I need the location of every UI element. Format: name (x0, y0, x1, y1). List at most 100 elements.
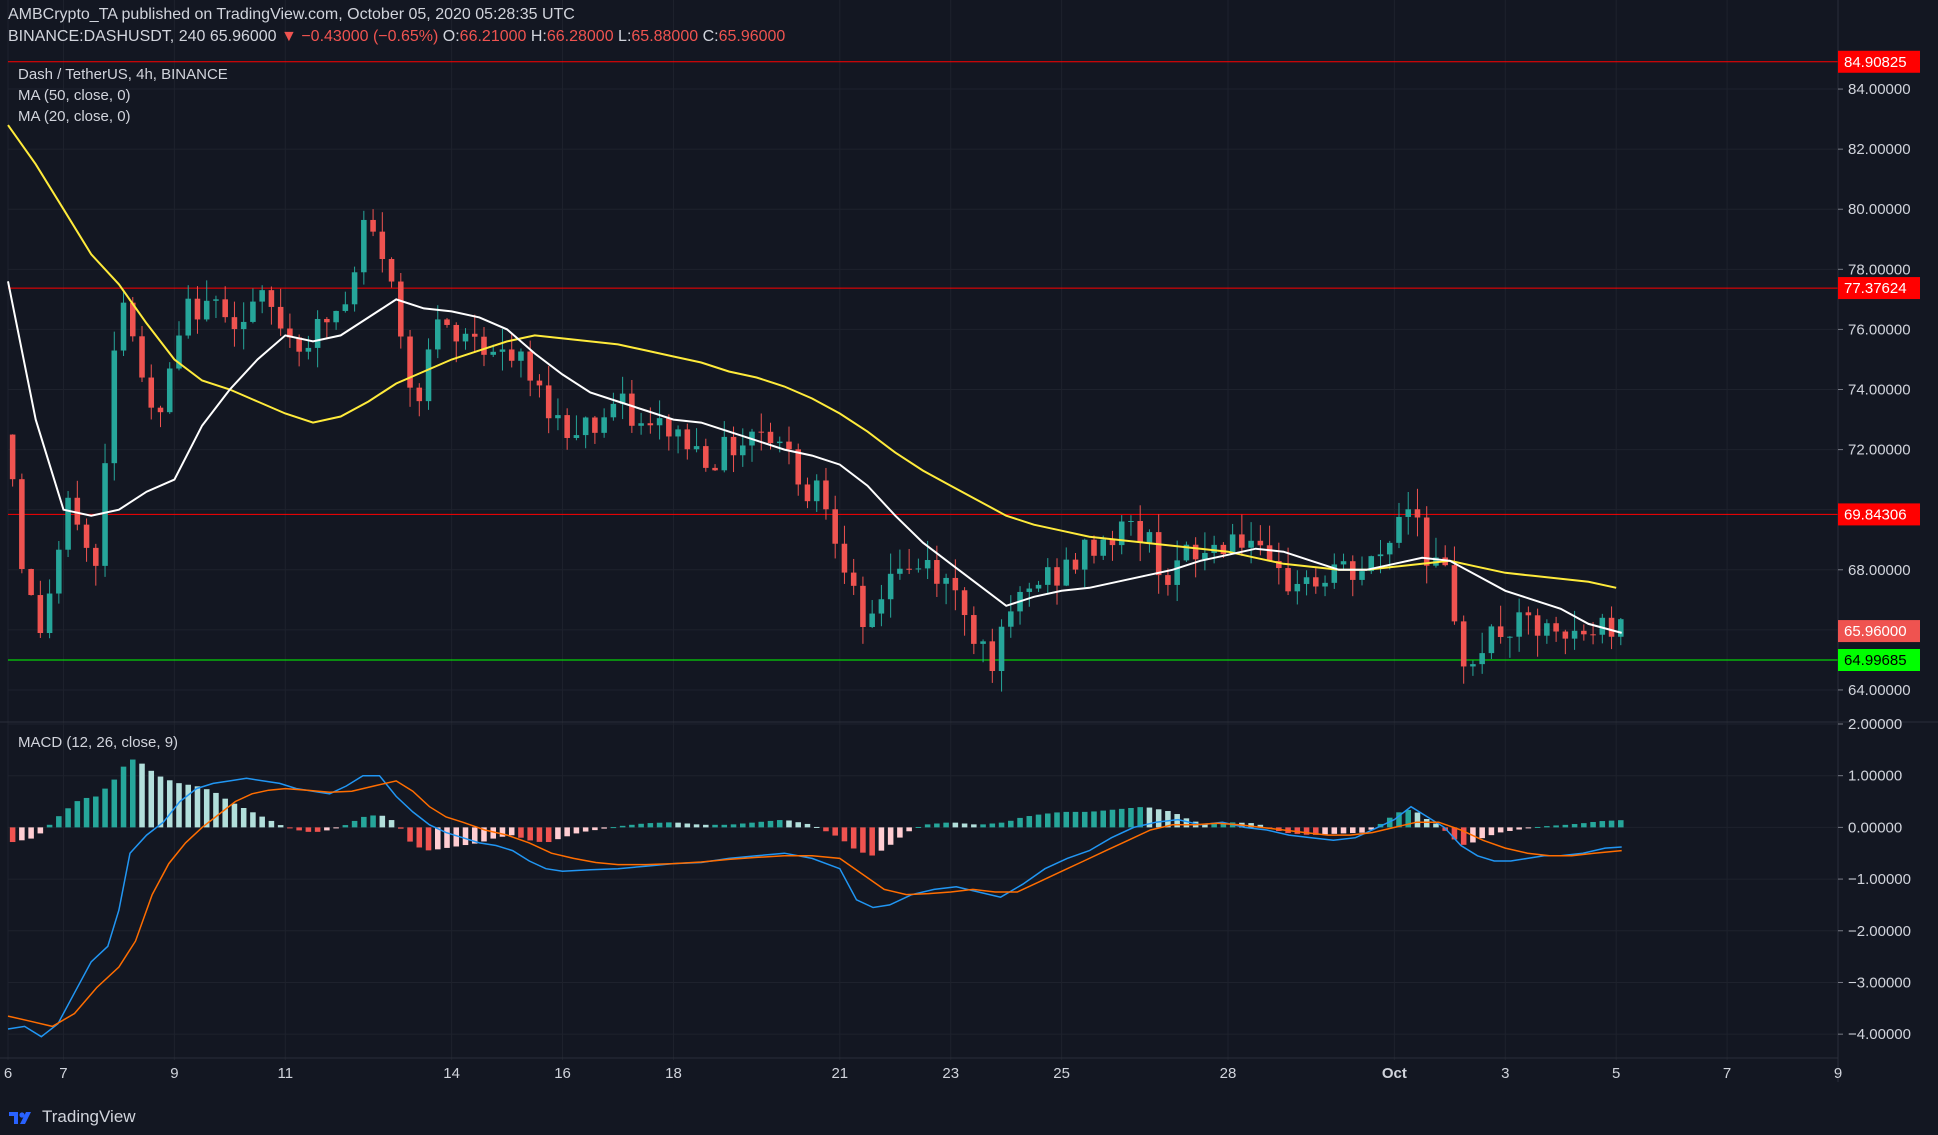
macd-legend[interactable]: MACD (12, 26, close, 9) (18, 734, 179, 751)
time-tick-label: 6 (4, 1065, 12, 1082)
macd-histogram-bar (601, 827, 607, 829)
candle-body (1386, 542, 1393, 555)
candle-body (46, 593, 53, 634)
candle-body (1026, 588, 1033, 592)
macd-histogram-bar (1146, 807, 1153, 828)
macd-histogram-bar (1423, 818, 1430, 828)
open-value: 66.21000 (459, 28, 527, 45)
brand-name: TradingView (42, 1107, 136, 1126)
candle-body (545, 385, 552, 419)
macd-histogram-bar (629, 824, 635, 828)
candle-body (130, 302, 136, 337)
candle-body (684, 429, 691, 450)
macd-histogram-bar (712, 824, 718, 828)
candle-body (656, 418, 663, 426)
macd-histogram-bar (1562, 824, 1569, 828)
macd-histogram-bar (65, 808, 71, 828)
candle-body (1239, 534, 1245, 548)
candle-body (194, 298, 201, 320)
candle-body (1479, 653, 1485, 665)
price-tick-label: 68.00000 (1848, 562, 1911, 579)
macd-histogram-bar (37, 827, 44, 834)
candle-body (1211, 544, 1217, 553)
footer-brand[interactable]: TradingView (8, 1107, 136, 1127)
candle-body (305, 347, 312, 352)
macd-histogram-bar (1118, 808, 1125, 828)
macd-tick-label: −3.00000 (1848, 974, 1911, 991)
candle-body (1368, 556, 1375, 572)
candle-body (9, 434, 16, 480)
candle-body (666, 418, 672, 437)
macd-histogram-bar (1128, 808, 1134, 828)
close-label: C: (702, 28, 719, 45)
macd-histogram-bar (841, 827, 848, 842)
candle-body (961, 590, 968, 616)
macd-histogram-bar (361, 816, 367, 828)
candle-body (804, 484, 811, 502)
macd-histogram-bar (1525, 827, 1532, 829)
macd-histogram-bar (1137, 807, 1143, 828)
candle-body (1202, 552, 1208, 560)
candle-body (998, 626, 1005, 672)
macd-histogram-bar (1451, 827, 1458, 840)
candle-body (1322, 582, 1328, 587)
time-axis: 6 7 9 11 14 16 18 21 23 25 28 Oct 3 5 7 9 (0, 1057, 1842, 1082)
macd-tick-label: −2.00000 (1848, 923, 1911, 940)
macd-histogram-bar (647, 823, 654, 828)
macd-tick-label: 2.00000 (1848, 716, 1902, 733)
time-tick-label: 11 (277, 1065, 293, 1082)
time-tick-label: 7 (59, 1065, 67, 1082)
candle-body (19, 479, 25, 569)
ma20-legend[interactable]: MA (20, close, 0) (18, 108, 131, 125)
candle-body (629, 393, 635, 426)
time-tick-label: 9 (1834, 1065, 1842, 1082)
macd-histogram-bar (592, 827, 598, 831)
time-tick-label: 9 (170, 1065, 178, 1082)
macd-histogram-bar (296, 827, 302, 831)
ma50-legend[interactable]: MA (50, close, 0) (18, 87, 131, 104)
macd-histogram-bar (157, 776, 164, 828)
candle-body (157, 407, 164, 413)
horizontal-levels (8, 61, 1838, 661)
level-tag: 77.37624 (1844, 280, 1907, 297)
candle-body (897, 568, 903, 574)
macd-tick-label: 1.00000 (1848, 768, 1902, 785)
symbol-legend[interactable]: Dash / TetherUS, 4h, BINANCE (18, 66, 228, 83)
signal-line (7, 780, 1622, 1028)
candle-body (1618, 619, 1624, 637)
last-price: 65.96000 (209, 28, 277, 45)
macd-histogram-bar (693, 824, 700, 828)
grid (7, 0, 1839, 1060)
candle-body (398, 281, 404, 337)
level-tag-bg (1838, 649, 1920, 672)
macd-histogram-bar (416, 827, 423, 848)
candle-body (185, 298, 191, 336)
candle-body (287, 328, 293, 338)
macd-histogram-bar (795, 822, 801, 828)
macd-histogram-bar (1063, 811, 1070, 828)
macd-histogram-bar (776, 820, 783, 828)
macd-histogram-bar (28, 827, 34, 839)
macd-histogram-bar (508, 827, 515, 836)
candle-body (490, 351, 496, 355)
time-tick-label: 18 (665, 1065, 682, 1082)
macd-histogram-bar (1553, 825, 1559, 828)
macd-histogram-bar (1008, 820, 1014, 828)
macd-histogram-bar (786, 820, 792, 828)
candle-body (1608, 617, 1615, 637)
macd-histogram-bar (351, 820, 358, 828)
high-value: 66.28000 (546, 28, 614, 45)
candle-body (1146, 532, 1153, 543)
last-price-tag-bg (1838, 620, 1920, 643)
candle-body (1183, 544, 1190, 561)
macd-histogram-bar (980, 824, 986, 828)
candle-body (499, 349, 506, 352)
candle-body (1460, 621, 1467, 667)
macd-histogram-bar (813, 826, 820, 828)
candle-body (1507, 636, 1513, 638)
symbol-label: BINANCE:DASHUSDT, 240 (8, 28, 206, 45)
candle-body (860, 585, 866, 628)
macd-histogram-bar (1516, 827, 1522, 830)
macd-histogram-bar (130, 759, 136, 828)
